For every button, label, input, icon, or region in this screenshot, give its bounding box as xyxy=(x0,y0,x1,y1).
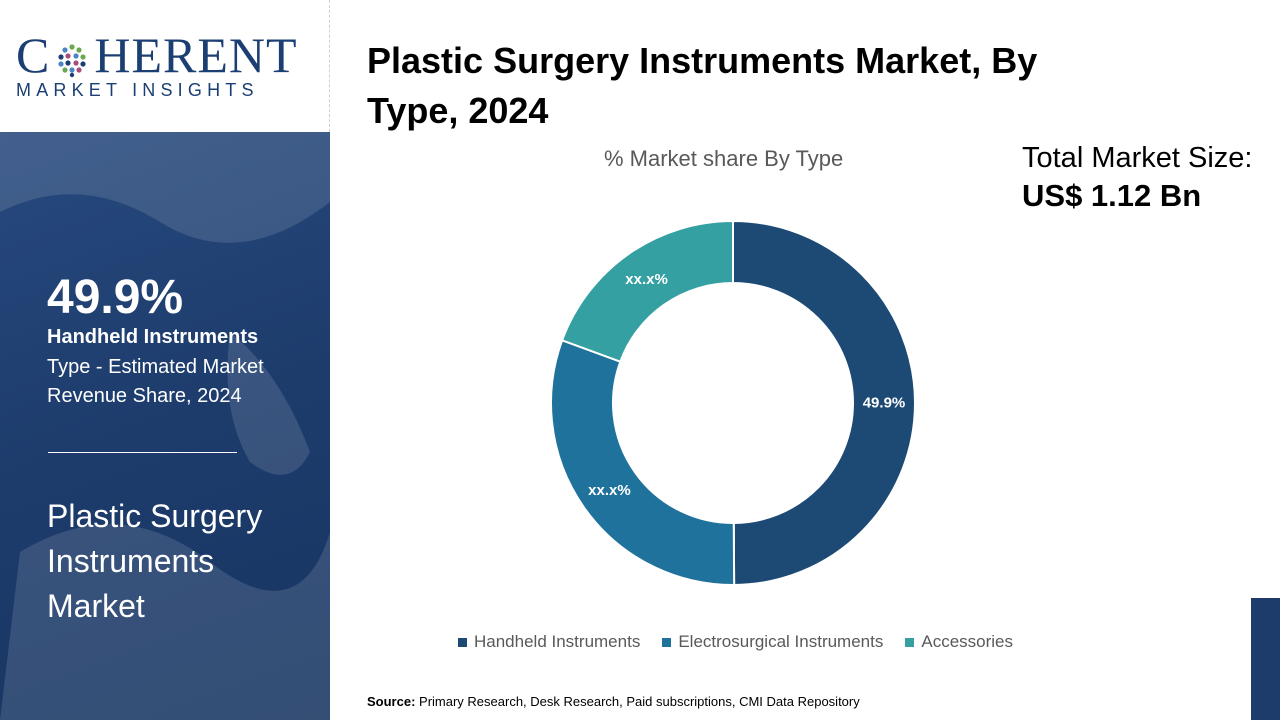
corner-accent xyxy=(1251,598,1280,720)
donut-slice-electrosurgical-instruments xyxy=(550,338,736,586)
segment-description: Type - Estimated Market Revenue Share, 2… xyxy=(47,356,264,407)
logo-globe-icon xyxy=(50,37,94,77)
legend-item-electrosurgical-instruments: Electrosurgical Instruments xyxy=(662,632,883,652)
data-label-handheld-instruments: 49.9% xyxy=(863,395,906,412)
logo-letter-c: C xyxy=(16,27,51,83)
side-panel: 49.9% Handheld Instruments Type - Estima… xyxy=(0,132,330,720)
legend-label: Accessories xyxy=(921,632,1013,651)
logo-subtitle: MARKET INSIGHTS xyxy=(16,80,259,100)
legend-item-handheld-instruments: Handheld Instruments xyxy=(458,632,640,652)
donut-slice-accessories xyxy=(560,219,734,363)
market-name: Plastic Surgery Instruments Market xyxy=(47,498,263,624)
segment-name: Handheld Instruments xyxy=(47,326,259,348)
legend-swatch xyxy=(458,637,467,647)
total-market-label: Total Market Size: xyxy=(1022,142,1253,174)
source-note: Source: Primary Research, Desk Research,… xyxy=(367,694,860,709)
source-label: Source: xyxy=(367,694,416,709)
donut-slice-handheld-instruments xyxy=(732,219,916,587)
logo-area: C xyxy=(0,0,330,132)
logo-text-rest: HERENT xyxy=(94,27,298,83)
legend-swatch xyxy=(905,637,915,647)
legend-label: Electrosurgical Instruments xyxy=(678,632,884,651)
logo: C xyxy=(16,30,298,81)
divider xyxy=(48,452,237,453)
chart-legend: Handheld Instruments Electrosurgical Inst… xyxy=(458,632,1013,652)
page-title: Plastic Surgery Instruments Market, By T… xyxy=(367,40,1038,131)
total-market-value: US$ 1.12 Bn xyxy=(1022,178,1202,213)
legend-label: Handheld Instruments xyxy=(474,632,641,651)
legend-item-accessories: Accessories xyxy=(905,632,1013,652)
data-label-electrosurgical-instruments: xx.x% xyxy=(588,482,631,499)
legend-swatch xyxy=(662,637,672,647)
source-text: Primary Research, Desk Research, Paid su… xyxy=(419,694,860,709)
map-texture xyxy=(0,132,330,720)
chart-title: % Market share By Type xyxy=(604,146,844,171)
highlight-value: 49.9% xyxy=(47,271,184,324)
data-label-accessories: xx.x% xyxy=(625,271,668,288)
